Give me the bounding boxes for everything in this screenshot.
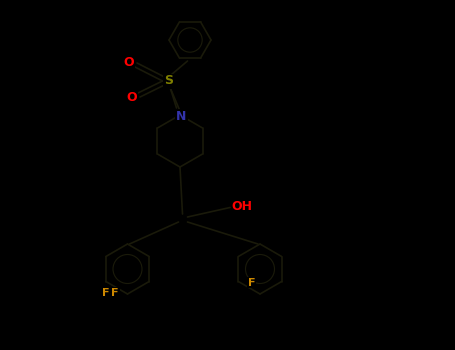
Text: F: F xyxy=(111,288,119,298)
Text: S: S xyxy=(164,75,173,88)
Text: F: F xyxy=(101,287,109,298)
Text: O: O xyxy=(123,56,134,70)
Text: N: N xyxy=(177,110,187,123)
Text: OH: OH xyxy=(232,200,253,213)
Text: F: F xyxy=(248,278,256,287)
Text: O: O xyxy=(126,91,137,104)
